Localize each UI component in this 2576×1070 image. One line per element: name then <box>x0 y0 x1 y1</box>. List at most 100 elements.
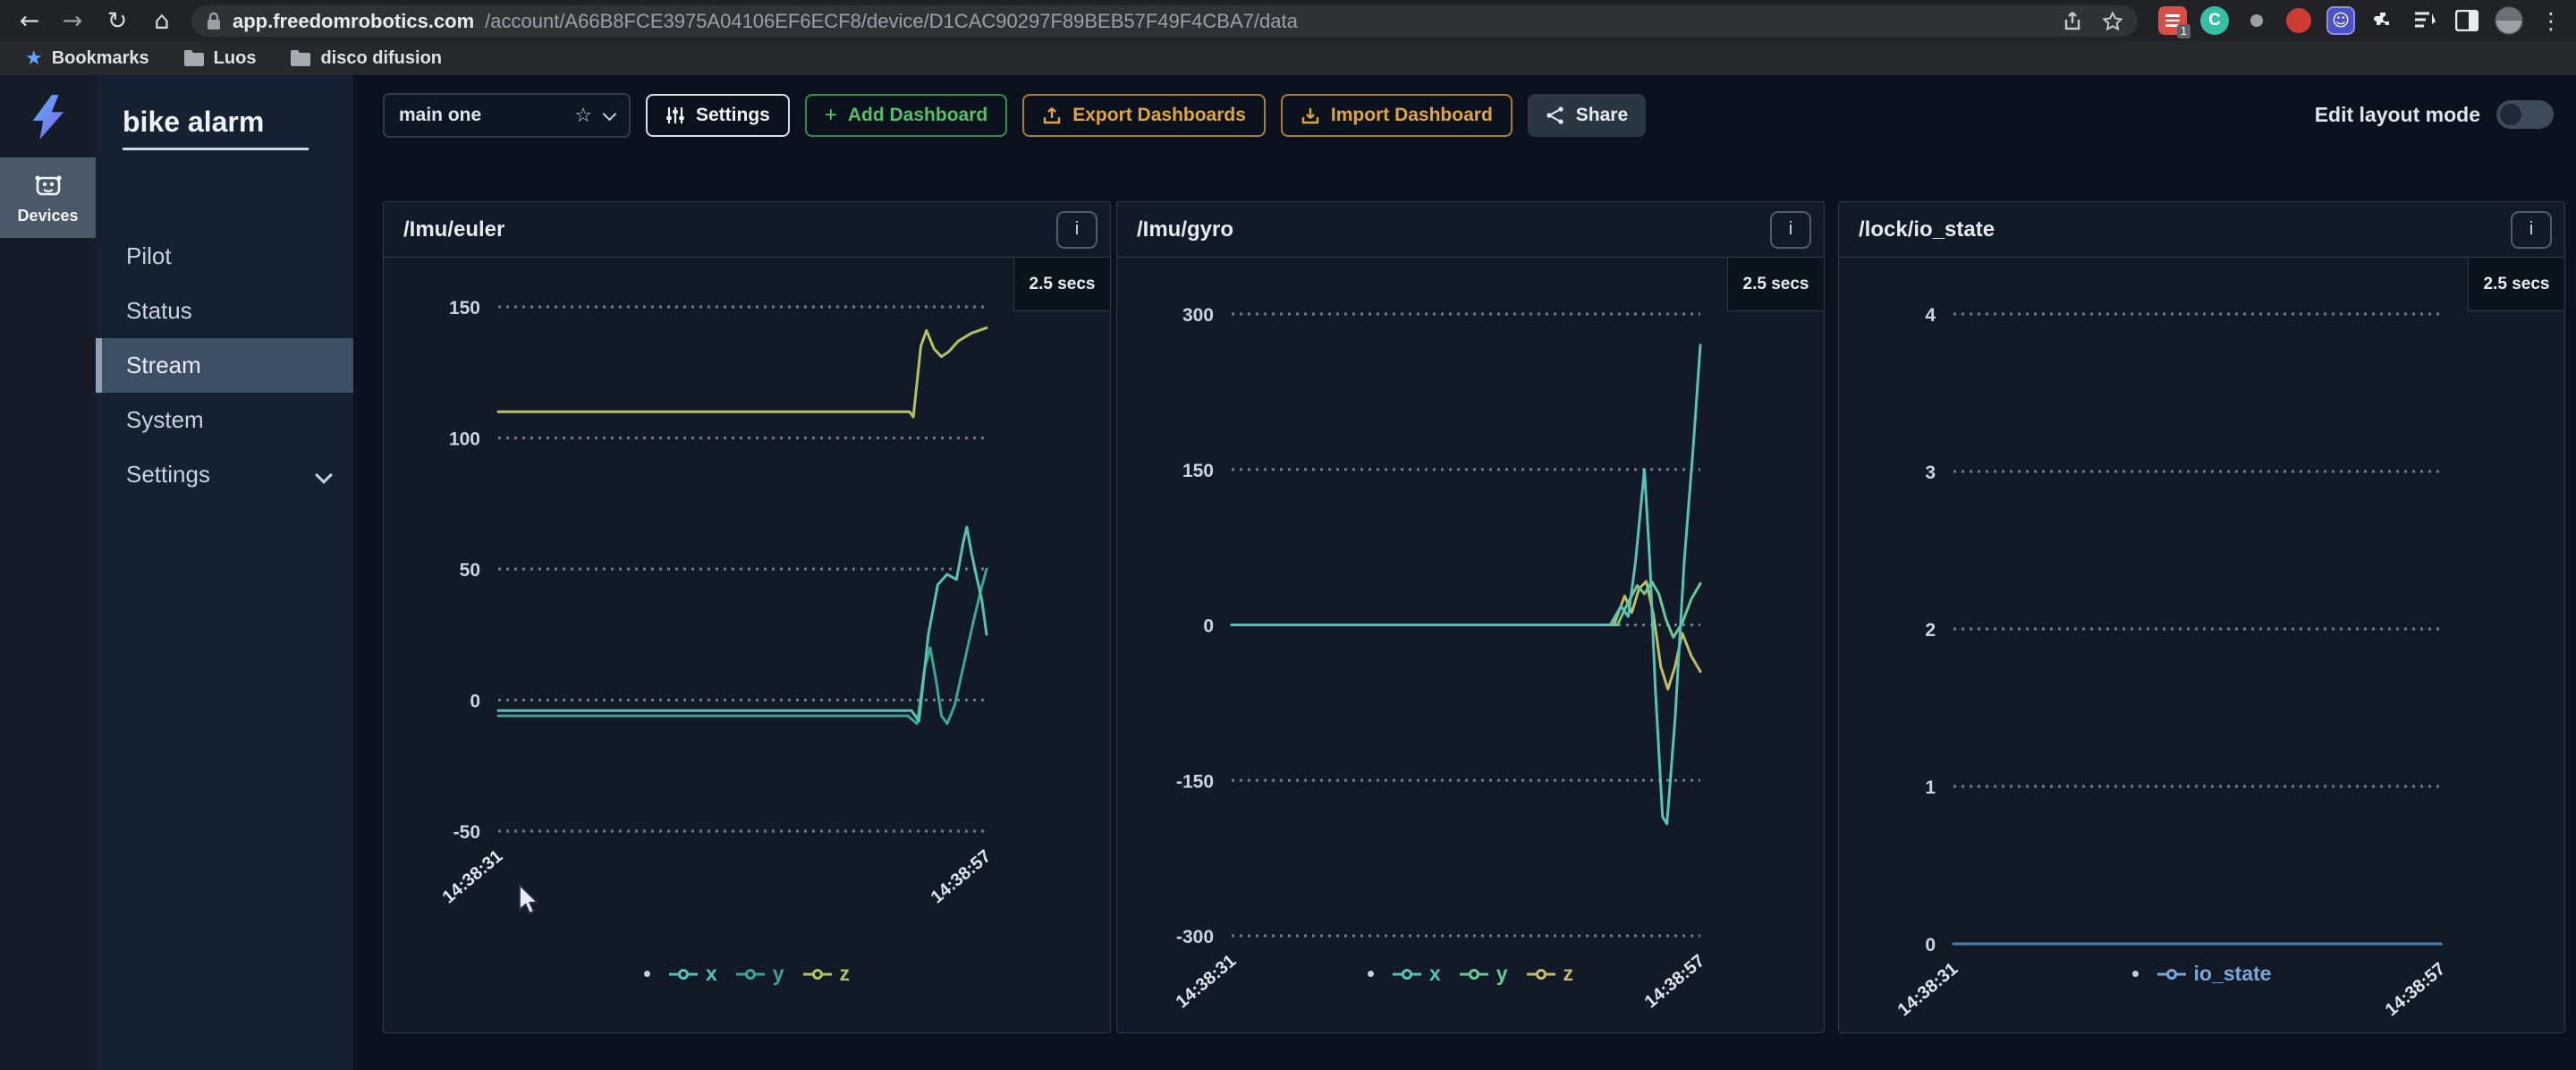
chart-panel: /Imu/euler i 2.5 secs 150 100 50 0 -50 14:38:… <box>383 201 1111 1033</box>
legend-marker-icon <box>1526 968 1555 980</box>
home-icon[interactable]: ⌂ <box>154 6 170 35</box>
legend-item-z[interactable]: z <box>802 962 851 986</box>
browser-menu-icon[interactable]: ⋮ <box>2539 7 2563 34</box>
dashboard-select[interactable]: main one ☆ <box>383 93 631 138</box>
bookmarks-star-icon: ★ <box>25 47 43 70</box>
todo-bars <box>2165 14 2180 28</box>
bookmark-item[interactable]: ★ Bookmarks <box>25 47 149 70</box>
legend-item-x[interactable]: x <box>1392 962 1441 986</box>
sidebar-item-settings[interactable]: Settings <box>96 447 353 502</box>
time-window-badge[interactable]: 2.5 secs <box>1727 258 1824 311</box>
todo-extension-icon[interactable]: 1 <box>2158 6 2190 38</box>
back-icon[interactable]: ← <box>19 6 40 35</box>
add-dashboard-label: Add Dashboard <box>847 105 988 125</box>
url-bar[interactable]: app.freedomrobotics.com /account/A66B8FC… <box>191 5 2138 37</box>
url-path: /account/A66B8FCE3975A04106EF6ECF8/devic… <box>485 9 1298 32</box>
app-root: Devices bike alarm Pilot Status Stream Syst… <box>0 75 2576 1070</box>
add-dashboard-button[interactable]: + Add Dashboard <box>804 94 1008 137</box>
export-icon <box>1044 107 1061 124</box>
legend-marker-icon <box>2157 968 2186 980</box>
import-dashboard-button[interactable]: Import Dashboard <box>1280 94 1513 137</box>
sidebar-item-system[interactable]: System <box>96 393 353 447</box>
share-button[interactable]: Share <box>1527 94 1647 137</box>
legend-label: y <box>772 962 784 985</box>
edit-layout-toggle[interactable] <box>2496 100 2554 129</box>
chevron-down-icon <box>315 466 333 484</box>
extensions-row: 1 C ☺ <box>2158 4 2565 38</box>
bookmark-label: disco difusion <box>320 47 443 68</box>
puzzle-extensions-icon[interactable] <box>2368 6 2397 35</box>
reload-icon[interactable]: ↻ <box>106 6 128 35</box>
share-page-icon[interactable] <box>2063 11 2082 32</box>
settings-button[interactable]: Settings <box>646 94 790 137</box>
series-line-x <box>1230 344 1702 826</box>
time-window-badge[interactable]: 2.5 secs <box>1013 258 1110 311</box>
info-button[interactable]: i <box>1770 210 1811 249</box>
dot-extension-icon[interactable] <box>2242 6 2271 35</box>
smiley-extension-icon[interactable]: ☺ <box>2326 6 2355 35</box>
red-extension-icon[interactable] <box>2284 6 2313 35</box>
legend-bullet <box>2131 971 2139 977</box>
info-button[interactable]: i <box>1056 210 1097 249</box>
chart-legend: x y z <box>384 962 1110 986</box>
export-dashboards-button[interactable]: Export Dashboards <box>1022 94 1266 137</box>
device-menu: Pilot Status Stream System Settings <box>96 229 353 502</box>
legend-item-y[interactable]: y <box>735 962 784 986</box>
y-tick-label: -300 <box>1176 927 1214 947</box>
panel-title: /Imu/gyro <box>1137 217 1234 242</box>
browser-toolbar: ← → ↻ ⌂ app.freedomrobotics.com /account… <box>0 0 2576 41</box>
bookmark-item[interactable]: Luos <box>183 47 257 69</box>
folder-icon <box>183 50 204 66</box>
series-line-y <box>1230 580 1702 639</box>
dashboard-select-value: main one <box>399 105 482 125</box>
favorite-star-icon[interactable]: ☆ <box>574 104 592 127</box>
device-sidebar: bike alarm Pilot Status Stream System Settin… <box>96 75 353 1070</box>
bookmark-label: Bookmarks <box>51 47 149 68</box>
legend-label: y <box>1496 962 1508 985</box>
plus-icon: + <box>824 103 837 127</box>
bookmark-label: Luos <box>213 47 257 68</box>
y-tick-label: -150 <box>1176 771 1214 792</box>
legend-item-io_state[interactable]: io_state <box>2157 962 2272 986</box>
profile-avatar[interactable] <box>2495 6 2523 35</box>
legend-marker-icon <box>668 968 698 980</box>
info-button[interactable]: i <box>2511 210 2552 249</box>
c-extension-icon[interactable]: C <box>2200 6 2229 35</box>
x-tick-label: 14:38:57 <box>928 846 995 907</box>
panel-title: /lock/io_state <box>1859 217 1996 242</box>
chevron-down-icon <box>602 106 617 121</box>
sidebar-item-status[interactable]: Status <box>96 284 353 338</box>
legend-item-x[interactable]: x <box>668 962 717 986</box>
bookmark-item[interactable]: disco difusion <box>290 48 442 69</box>
bookmark-star-icon[interactable] <box>2102 10 2123 32</box>
chart-area: 2.5 secs 150 100 50 0 -50 14:38:31 14:38:57 x y… <box>384 258 1110 1032</box>
app-logo[interactable] <box>0 75 96 140</box>
legend-label: io_state <box>2193 962 2272 985</box>
y-tick-label: 50 <box>460 560 480 581</box>
y-tick-label: 150 <box>449 298 480 318</box>
chart-panel: /lock/io_state i 2.5 secs 4 3 2 1 0 14:38:31 1… <box>1838 201 2565 1033</box>
forward-icon[interactable]: → <box>62 6 83 35</box>
sidebar-item-pilot[interactable]: Pilot <box>96 229 353 284</box>
panel-header: /lock/io_state i <box>1839 202 2564 258</box>
sidebar-item-devices[interactable]: Devices <box>0 157 96 238</box>
import-icon <box>1301 108 1319 124</box>
side-panel-icon[interactable] <box>2453 6 2481 35</box>
sidebar-item-stream[interactable]: Stream <box>96 338 353 393</box>
share-label: Share <box>1575 105 1629 125</box>
lock-icon <box>208 12 220 30</box>
y-tick-label: 150 <box>1182 461 1214 481</box>
chart-legend: x y z <box>1117 962 1824 986</box>
time-window-badge[interactable]: 2.5 secs <box>2468 258 2564 311</box>
panel-header: /Imu/gyro i <box>1117 202 1824 258</box>
y-tick-label: 4 <box>1925 305 1936 326</box>
legend-label: z <box>839 962 851 985</box>
url-domain: app.freedomrobotics.com <box>233 9 475 32</box>
legend-item-y[interactable]: y <box>1459 962 1508 986</box>
reading-list-icon[interactable] <box>2411 6 2439 35</box>
legend-item-z[interactable]: z <box>1526 962 1573 986</box>
legend-label: x <box>705 962 717 985</box>
sidebar-item-label: Pilot <box>126 242 172 269</box>
